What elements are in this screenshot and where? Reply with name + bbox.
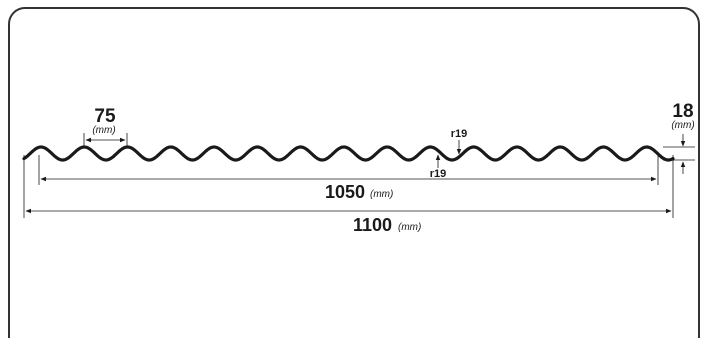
effective-width-unit: (mm) [370,189,393,200]
radius-top-label: r19 [451,128,468,140]
pitch-value: 75 [94,106,116,127]
radius-bottom-label: r19 [430,168,447,180]
drawing-frame [8,7,700,338]
height-unit: (mm) [671,120,694,131]
effective-width-value: 1050 [325,182,365,202]
total-width-unit: (mm) [398,222,421,233]
height-value: 18 [672,101,693,122]
pitch-unit: (mm) [92,125,115,136]
corrugated-profile-line [22,145,675,162]
total-width-value: 1100 [353,215,392,235]
